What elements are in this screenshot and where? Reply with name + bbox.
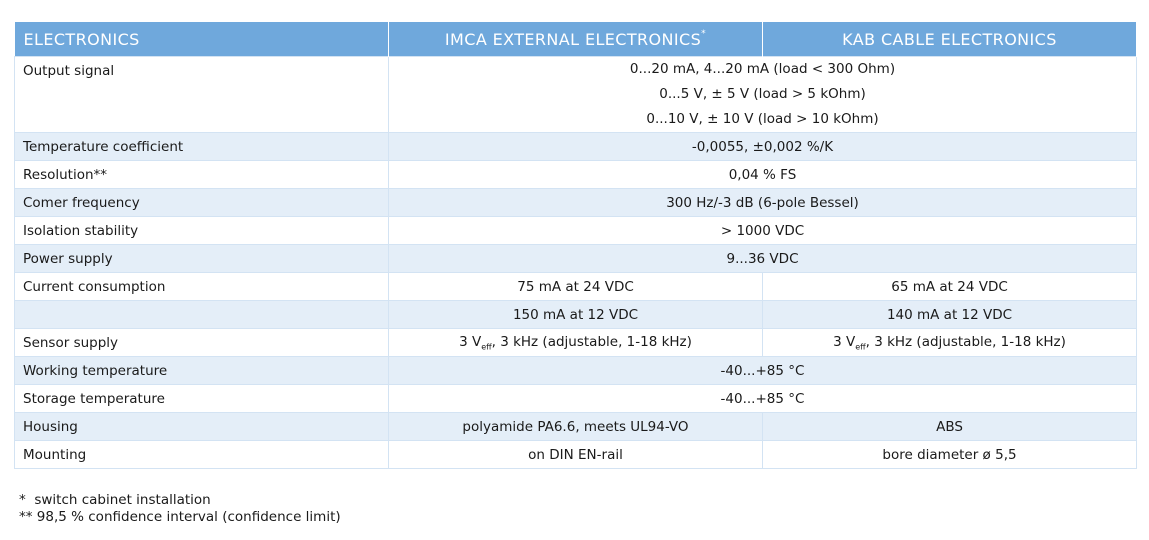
sensor-supply-kab: 3 Veff, 3 kHz (adjustable, 1-18 kHz) [762,328,1137,357]
table-row: Temperature coefficient -0,0055, ±0,002 … [14,132,1137,161]
header-electronics: ELECTRONICS [14,22,389,57]
row-label-current-consumption-cont [14,300,389,329]
housing-kab: ABS [762,412,1137,441]
sensor-supply-imca: 3 Veff, 3 kHz (adjustable, 1-18 kHz) [388,328,763,357]
header-imca: IMCA EXTERNAL ELECTRONICS* [388,22,763,57]
sensor-supply-imca-rest: , 3 kHz (adjustable, 1-18 kHz) [491,333,692,350]
row-label-mounting: Mounting [14,440,389,469]
output-signal-line-1: 0...20 mA, 4...20 mA (load < 300 Ohm) [629,61,896,77]
row-label-output-signal: Output signal [14,56,389,133]
resolution-value: 0,04 % FS [388,160,1137,189]
housing-imca: polyamide PA6.6, meets UL94-VO [388,412,763,441]
table-header-row: ELECTRONICS IMCA EXTERNAL ELECTRONICS* K… [14,22,1137,57]
sensor-supply-kab-rest: , 3 kHz (adjustable, 1-18 kHz) [865,333,1066,350]
output-signal-line-3: 0...10 V, ± 10 V (load > 10 kOhm) [646,111,879,127]
table-row: Power supply 9...36 VDC [14,244,1137,273]
current-consumption-imca-24v: 75 mA at 24 VDC [388,272,763,301]
mounting-imca: on DIN EN-rail [388,440,763,469]
sensor-supply-imca-subscript: eff [481,342,492,352]
header-imca-footnote-mark: * [701,28,707,39]
header-kab: KAB CABLE ELECTRONICS [762,22,1137,57]
row-label-corner-frequency: Comer frequency [14,188,389,217]
row-label-current-consumption: Current consumption [14,272,389,301]
footnote-cabinet: * switch cabinet installation [19,492,211,508]
row-label-isolation-stability: Isolation stability [14,216,389,245]
header-imca-label: IMCA EXTERNAL ELECTRONICS [444,29,702,49]
current-consumption-imca-12v: 150 mA at 12 VDC [388,300,763,329]
table-row: Isolation stability > 1000 VDC [14,216,1137,245]
table-row: Mounting on DIN EN-rail bore diameter ø … [14,440,1137,469]
sensor-supply-imca-voltage: 3 V [459,333,482,350]
row-label-housing: Housing [14,412,389,441]
row-label-sensor-supply: Sensor supply [14,328,389,357]
table-row: Storage temperature -40...+85 °C [14,384,1137,413]
current-consumption-kab-24v: 65 mA at 24 VDC [762,272,1137,301]
row-label-power-supply: Power supply [14,244,389,273]
output-signal-line-2: 0...5 V, ± 5 V (load > 5 kOhm) [659,86,866,102]
current-consumption-kab-12v: 140 mA at 12 VDC [762,300,1137,329]
corner-frequency-value: 300 Hz/-3 dB (6-pole Bessel) [388,188,1137,217]
table-row: Resolution** 0,04 % FS [14,160,1137,189]
storage-temperature-value: -40...+85 °C [388,384,1137,413]
footnotes: * switch cabinet installation ** 98,5 % … [19,492,341,526]
electronics-spec-table: ELECTRONICS IMCA EXTERNAL ELECTRONICS* K… [14,22,1137,469]
mounting-kab: bore diameter ø 5,5 [762,440,1137,469]
row-label-storage-temperature: Storage temperature [14,384,389,413]
row-label-resolution: Resolution** [14,160,389,189]
footnote-confidence: ** 98,5 % confidence interval (confidenc… [19,509,341,525]
temperature-coefficient-value: -0,0055, ±0,002 %/K [388,132,1137,161]
table-row: 150 mA at 12 VDC 140 mA at 12 VDC [14,300,1137,329]
isolation-stability-value: > 1000 VDC [388,216,1137,245]
table-row: Output signal 0...20 mA, 4...20 mA (load… [14,56,1137,133]
working-temperature-value: -40...+85 °C [388,356,1137,385]
table-row: Working temperature -40...+85 °C [14,356,1137,385]
sensor-supply-kab-subscript: eff [855,342,866,352]
table-row: Current consumption 75 mA at 24 VDC 65 m… [14,272,1137,301]
table-row: Comer frequency 300 Hz/-3 dB (6-pole Bes… [14,188,1137,217]
output-signal-values: 0...20 mA, 4...20 mA (load < 300 Ohm) 0.… [388,56,1137,133]
table-row: Sensor supply 3 Veff, 3 kHz (adjustable,… [14,328,1137,357]
row-label-temperature-coefficient: Temperature coefficient [14,132,389,161]
sensor-supply-kab-voltage: 3 V [833,333,856,350]
row-label-working-temperature: Working temperature [14,356,389,385]
table-row: Housing polyamide PA6.6, meets UL94-VO A… [14,412,1137,441]
power-supply-value: 9...36 VDC [388,244,1137,273]
